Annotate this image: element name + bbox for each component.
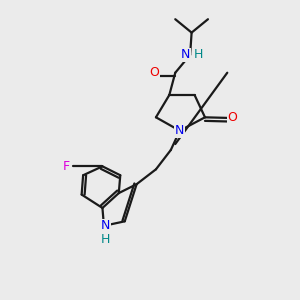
Text: N: N: [101, 219, 110, 232]
Text: H: H: [194, 48, 203, 62]
Text: F: F: [63, 160, 70, 173]
Text: N: N: [181, 48, 190, 62]
Text: O: O: [228, 111, 238, 124]
Text: N: N: [175, 124, 184, 137]
Text: O: O: [149, 66, 159, 79]
Text: H: H: [101, 233, 110, 246]
